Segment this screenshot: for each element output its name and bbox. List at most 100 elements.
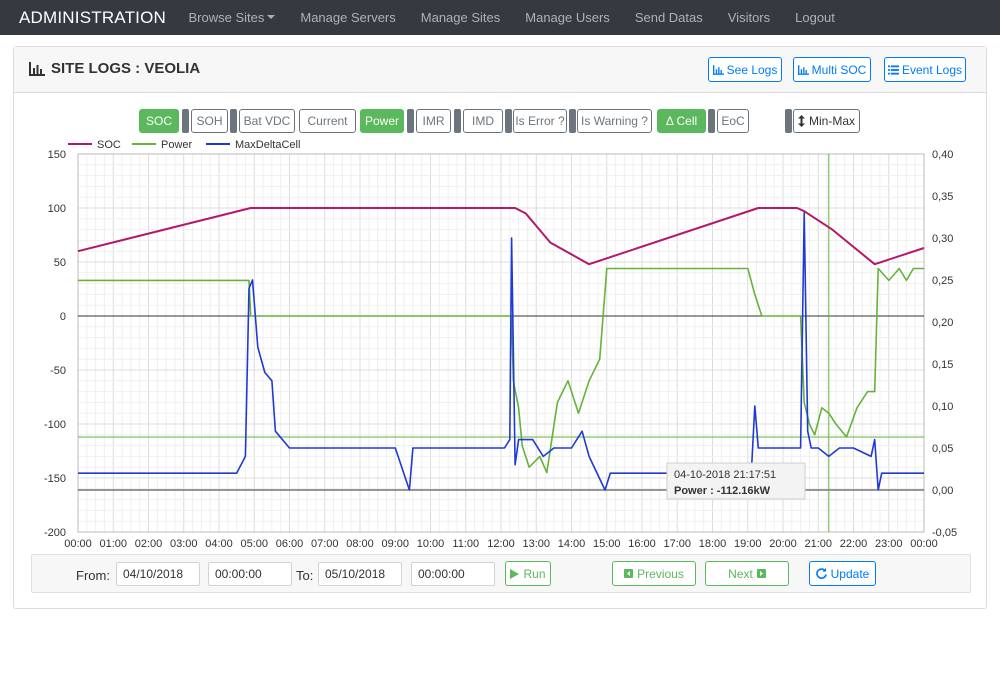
min-max-button[interactable]: Min-Max (793, 109, 860, 133)
x-tick-label: 07:00 (311, 538, 339, 547)
toggle-imr[interactable]: IMR (416, 109, 451, 133)
site-log-chart[interactable]: 00:00 01:00 02:00 03:00 04:00 05:00 06:00 07:00… (14, 47, 988, 547)
nav-manage-sites[interactable]: Manage Sites (420, 10, 501, 25)
nav-manage-users[interactable]: Manage Users (525, 10, 610, 25)
caret-down-icon (267, 15, 276, 19)
toggle-separator (785, 109, 792, 133)
x-tick-label: 00:00 (64, 538, 92, 547)
x-tick-label: 14:00 (558, 538, 586, 547)
bar-chart-icon (29, 61, 45, 76)
y-left-tick-label: 50 (54, 257, 66, 269)
multi-soc-button[interactable]: Multi SOC (793, 57, 871, 82)
list-icon (887, 64, 899, 75)
x-tick-label: 08:00 (346, 538, 374, 547)
y-right-tick-label: 0,40 (932, 149, 953, 161)
to-date-input[interactable]: 05/10/2018 (318, 562, 402, 586)
from-time-input[interactable]: 00:00:00 (208, 562, 292, 586)
toggle-soh[interactable]: SOH (191, 109, 228, 133)
toggle-separator (708, 109, 715, 133)
legend-label: MaxDeltaCell (235, 139, 300, 151)
x-tick-label: 15:00 (593, 538, 621, 547)
refresh-icon (815, 568, 827, 579)
from-date-input[interactable]: 04/10/2018 (116, 562, 200, 586)
card-header: SITE LOGS : VEOLIA See Logs Multi SOC Ev… (14, 47, 986, 93)
previous-label: Previous (637, 566, 684, 581)
next-button[interactable]: Next (705, 561, 789, 586)
to-label: To: (296, 568, 314, 583)
toggle-separator (407, 109, 414, 133)
x-tick-label: 05:00 (240, 538, 268, 547)
series-line-power (78, 267, 924, 474)
series-toggle-bar: SOC SOH Bat VDC Current Power IMR IMD Is… (14, 109, 988, 133)
x-tick-label: 18:00 (699, 538, 727, 547)
top-navbar: ADMINISTRATION Browse Sites Manage Serve… (0, 0, 1000, 35)
next-label: Next (728, 566, 753, 581)
event-logs-label: Event Logs (901, 62, 963, 77)
x-tick-label: 04:00 (205, 538, 233, 547)
toggle-soc[interactable]: SOC (139, 109, 179, 133)
x-tick-label: 19:00 (734, 538, 762, 547)
from-label: From: (76, 568, 110, 583)
toggle-is-warning[interactable]: Is Warning ? (577, 109, 652, 133)
nav-browse-sites[interactable]: Browse Sites (176, 10, 288, 25)
toggle-bat-vdc[interactable]: Bat VDC (239, 109, 295, 133)
play-icon (510, 568, 520, 579)
update-button[interactable]: Update (809, 561, 876, 586)
x-tick-label: 22:00 (840, 538, 868, 547)
chart-tooltip: 04-10-2018 21:17:51 Power : -112.16kW (666, 462, 806, 500)
to-time-input[interactable]: 00:00:00 (411, 562, 495, 586)
date-range-footer: From: 04/10/2018 00:00:00 To: 05/10/2018… (31, 554, 971, 593)
run-button[interactable]: Run (505, 561, 551, 586)
y-right-tick-label: 0,00 (932, 485, 953, 497)
series-line-maxdeltacell (78, 212, 924, 491)
see-logs-button[interactable]: See Logs (708, 57, 782, 82)
event-logs-button[interactable]: Event Logs (884, 57, 966, 82)
chart-axes: 00:00 01:00 02:00 03:00 04:00 05:00 06:00 07:00… (44, 149, 957, 547)
multi-soc-label: Multi SOC (811, 62, 867, 77)
y-right-tick-label: 0,05 (932, 443, 953, 455)
y-right-tick-label: 0,35 (932, 191, 953, 203)
x-tick-label: 21:00 (804, 538, 832, 547)
brand[interactable]: ADMINISTRATION (19, 7, 166, 27)
x-tick-label: 00:00 (910, 538, 938, 547)
nav-send-datas[interactable]: Send Datas (634, 10, 703, 25)
toggle-current[interactable]: Current (299, 109, 356, 133)
toggle-separator (569, 109, 576, 133)
y-left-tick-label: 0 (60, 311, 66, 323)
y-left-tick-label: -50 (50, 365, 66, 377)
toggle-delta-cell[interactable]: Δ Cell (657, 109, 706, 133)
tooltip-value: Power : -112.16kW (674, 485, 771, 497)
y-right-tick-label: 0,15 (932, 359, 953, 371)
page-title: SITE LOGS : VEOLIA (29, 60, 200, 77)
x-tick-label: 06:00 (276, 538, 304, 547)
nav-visitors[interactable]: Visitors (727, 10, 771, 25)
legend-label: Power (161, 139, 193, 151)
series-line-soc (77, 207, 925, 266)
y-right-tick-label: 0,30 (932, 233, 953, 245)
x-tick-label: 20:00 (769, 538, 797, 547)
nav-manage-servers[interactable]: Manage Servers (300, 10, 396, 25)
legend-label: SOC (97, 139, 121, 151)
x-tick-label: 12:00 (487, 538, 515, 547)
x-tick-label: 02:00 (135, 538, 163, 547)
toggle-is-error[interactable]: Is Error ? (513, 109, 567, 133)
toggle-imd[interactable]: IMD (463, 109, 503, 133)
chart-grid (77, 153, 925, 533)
caret-square-right-icon (756, 569, 766, 578)
update-label: Update (830, 566, 870, 581)
toggle-power[interactable]: Power (360, 109, 404, 133)
nav-logout[interactable]: Logout (795, 10, 835, 25)
x-tick-label: 01:00 (99, 538, 127, 547)
x-tick-label: 10:00 (417, 538, 445, 547)
toggle-separator (230, 109, 237, 133)
toggle-separator (182, 109, 189, 133)
toggle-eoc[interactable]: EoC (717, 109, 749, 133)
toggle-separator (454, 109, 461, 133)
x-tick-label: 16:00 (628, 538, 656, 547)
y-left-tick-label: -200 (44, 527, 66, 539)
x-tick-label: 11:00 (452, 538, 479, 547)
vertical-arrows-icon (797, 115, 805, 127)
x-tick-label: 17:00 (663, 538, 691, 547)
previous-button[interactable]: Previous (612, 561, 696, 586)
x-tick-label: 03:00 (170, 538, 198, 547)
